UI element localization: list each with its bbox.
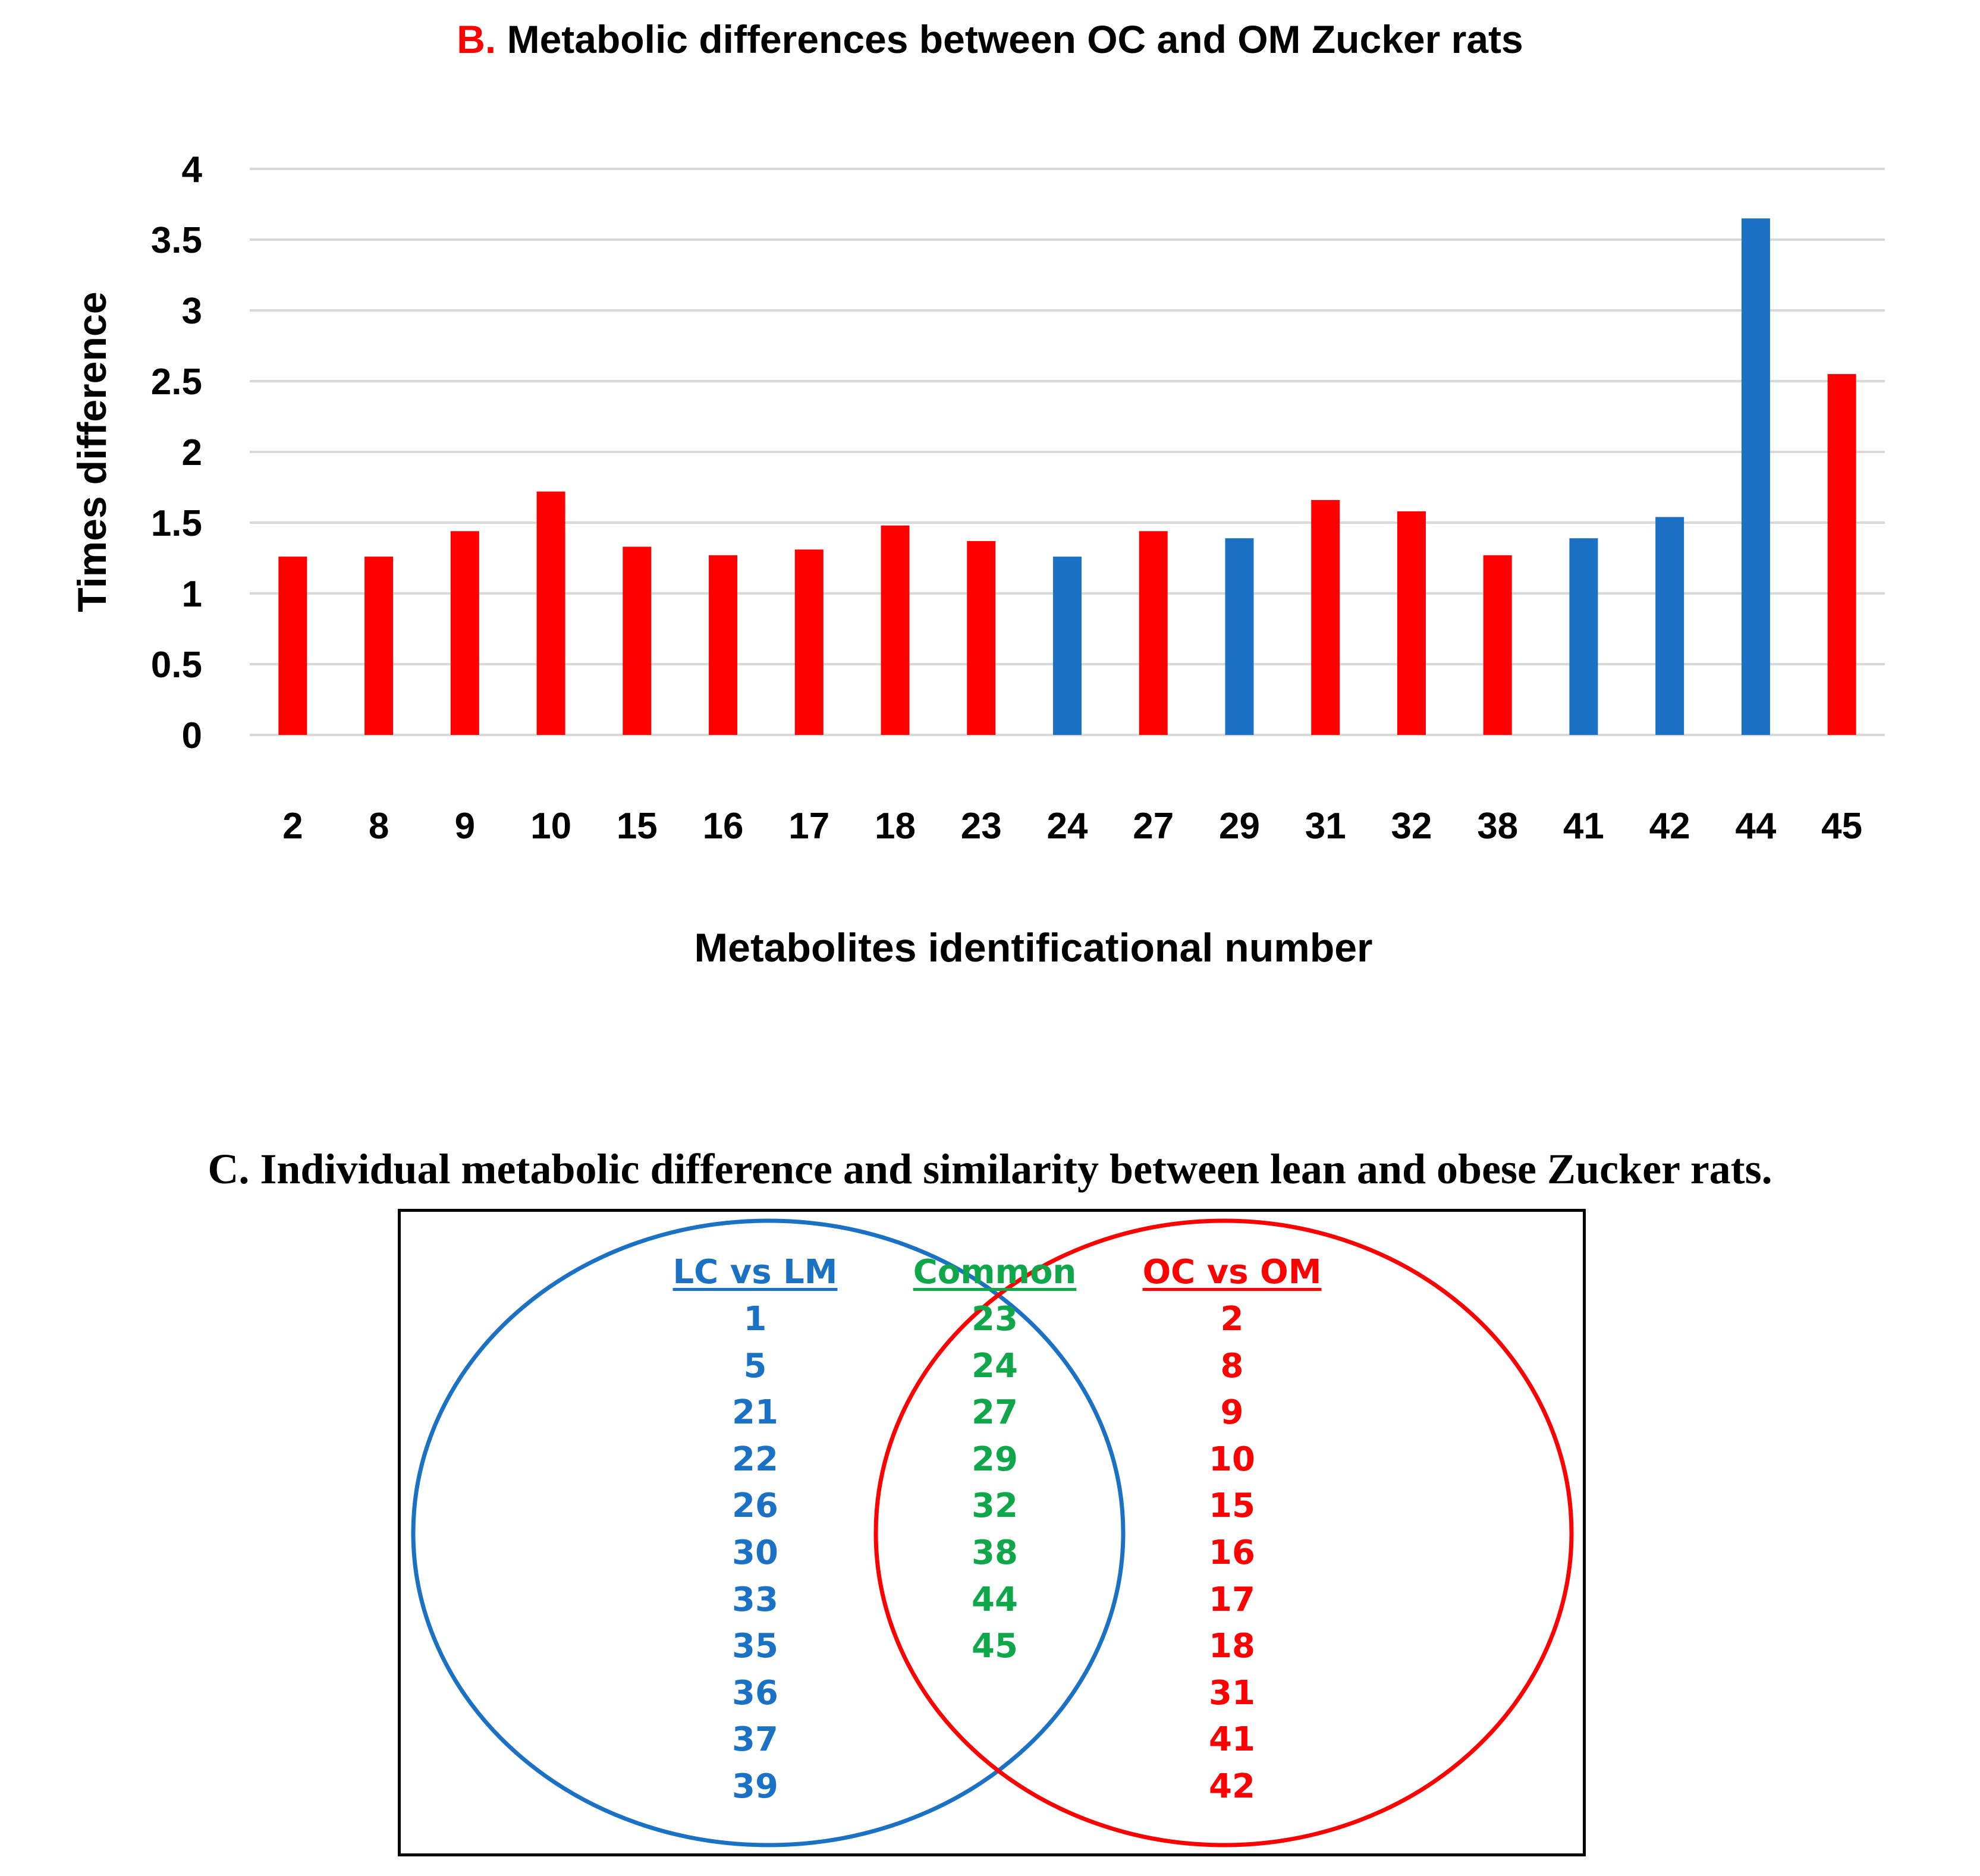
x-tick-label: 29 bbox=[1219, 806, 1260, 847]
venn-list-item: 32 bbox=[972, 1487, 1018, 1526]
chart-title-prefix: B. bbox=[457, 17, 496, 61]
bar-18 bbox=[881, 525, 910, 735]
venn-common-list: 23 24 27 29 32 38 44 45 bbox=[870, 1296, 1120, 1670]
venn-list-item: 39 bbox=[732, 1767, 778, 1806]
venn-list-item: 35 bbox=[732, 1627, 778, 1666]
x-axis-title: Metabolites identificational number bbox=[694, 925, 1372, 970]
bar-24 bbox=[1053, 557, 1082, 735]
y-tick-label: 2.5 bbox=[151, 362, 202, 403]
venn-list-item: 38 bbox=[972, 1533, 1018, 1572]
chart-title: B. Metabolic differences between OC and … bbox=[0, 17, 1980, 62]
bar-9 bbox=[450, 531, 479, 735]
venn-list-item: 31 bbox=[1209, 1673, 1255, 1712]
venn-left-list: 1 5 21 22 26 30 33 35 36 37 39 bbox=[630, 1296, 880, 1811]
x-tick-label: 8 bbox=[369, 806, 389, 847]
y-tick-label: 2 bbox=[182, 432, 202, 473]
venn-left-circle bbox=[411, 1218, 1126, 1847]
y-axis-title: Times difference bbox=[70, 291, 115, 612]
x-tick-label: 27 bbox=[1133, 806, 1174, 847]
chart-title-text: Metabolic differences between OC and OM … bbox=[507, 17, 1523, 61]
bar-16 bbox=[709, 555, 738, 735]
venn-list-item: 37 bbox=[732, 1720, 778, 1759]
bar-chart: 00.511.522.533.542 8 9 10 15 16 17 18 23 24 27 29 31… bbox=[70, 149, 1885, 970]
venn-right-column: OC vs OM 2 8 9 10 15 16 17 18 31 41 42 bbox=[1107, 1249, 1357, 1811]
x-tick-label: 9 bbox=[455, 806, 475, 847]
venn-list-item: 42 bbox=[1209, 1767, 1255, 1806]
venn-list-item: 27 bbox=[972, 1393, 1018, 1432]
venn-list-item: 33 bbox=[732, 1580, 778, 1619]
bar-17 bbox=[794, 549, 824, 735]
y-tick-label: 3 bbox=[182, 291, 202, 332]
venn-list-item: 23 bbox=[972, 1300, 1018, 1338]
x-tick-label: 45 bbox=[1821, 806, 1862, 847]
bar-23 bbox=[967, 541, 996, 735]
venn-list-item: 15 bbox=[1209, 1487, 1255, 1526]
venn-list-item: 36 bbox=[732, 1673, 778, 1712]
bar-29 bbox=[1225, 538, 1254, 735]
x-tick-label: 41 bbox=[1563, 806, 1604, 847]
venn-list-item: 24 bbox=[972, 1346, 1018, 1385]
x-tick-label: 17 bbox=[788, 806, 829, 847]
venn-title: C. Individual metabolic difference and s… bbox=[208, 1145, 1772, 1193]
venn-common-label: Common bbox=[913, 1253, 1077, 1291]
venn-list-item: 45 bbox=[972, 1627, 1018, 1666]
x-tick-label: 23 bbox=[961, 806, 1002, 847]
x-tick-label: 15 bbox=[617, 806, 658, 847]
bar-31 bbox=[1311, 499, 1340, 735]
venn-list-item: 30 bbox=[732, 1533, 778, 1572]
x-tick-label: 24 bbox=[1047, 806, 1088, 847]
venn-list-item: 16 bbox=[1209, 1533, 1255, 1572]
venn-right-circle bbox=[873, 1218, 1574, 1847]
venn-list-item: 41 bbox=[1209, 1720, 1255, 1759]
x-tick-label: 38 bbox=[1477, 806, 1518, 847]
bar-44 bbox=[1741, 218, 1770, 735]
bar-27 bbox=[1139, 531, 1168, 735]
x-tick-label: 42 bbox=[1649, 806, 1690, 847]
x-tick-label: 2 bbox=[282, 806, 303, 847]
y-tick-label: 1 bbox=[182, 574, 202, 615]
bar-38 bbox=[1483, 555, 1512, 735]
bar-45 bbox=[1827, 374, 1856, 735]
venn-list-item: 9 bbox=[1220, 1393, 1244, 1432]
bar-8 bbox=[364, 557, 394, 735]
x-tick-label: 31 bbox=[1305, 806, 1346, 847]
venn-left-column: LC vs LM 1 5 21 22 26 30 33 35 36 37 39 bbox=[630, 1249, 880, 1811]
y-tick-label: 3.5 bbox=[151, 220, 202, 261]
venn-list-item: 44 bbox=[972, 1580, 1018, 1619]
venn-right-list: 2 8 9 10 15 16 17 18 31 41 42 bbox=[1107, 1296, 1357, 1811]
bar-42 bbox=[1655, 517, 1684, 735]
y-tick-label: 0 bbox=[182, 715, 202, 756]
x-tick-label: 32 bbox=[1391, 806, 1432, 847]
venn-list-item: 18 bbox=[1209, 1627, 1255, 1666]
venn-list-item: 10 bbox=[1209, 1440, 1255, 1479]
venn-list-item: 1 bbox=[743, 1300, 767, 1338]
venn-list-item: 8 bbox=[1220, 1346, 1244, 1385]
bar-2 bbox=[278, 557, 307, 735]
venn-common-column: Common 23 24 27 29 32 38 44 45 bbox=[870, 1249, 1120, 1670]
venn-list-item: 29 bbox=[972, 1440, 1018, 1479]
x-tick-label: 18 bbox=[875, 806, 916, 847]
venn-right-label: OC vs OM bbox=[1142, 1253, 1322, 1291]
venn-list-item: 26 bbox=[732, 1487, 778, 1526]
y-tick-label: 4 bbox=[182, 149, 203, 190]
x-tick-label: 16 bbox=[703, 806, 744, 847]
bar-32 bbox=[1397, 511, 1426, 735]
venn-list-item: 17 bbox=[1209, 1580, 1255, 1619]
venn-list-item: 2 bbox=[1220, 1300, 1244, 1338]
bar-15 bbox=[623, 546, 652, 735]
x-tick-label: 10 bbox=[530, 806, 571, 847]
venn-list-item: 21 bbox=[732, 1393, 778, 1432]
y-tick-label: 1.5 bbox=[151, 503, 202, 544]
venn-list-item: 22 bbox=[732, 1440, 778, 1479]
venn-frame bbox=[398, 1209, 1586, 1856]
venn-list-item: 5 bbox=[743, 1346, 767, 1385]
bar-41 bbox=[1569, 538, 1598, 735]
venn-left-label: LC vs LM bbox=[672, 1253, 838, 1291]
bar-10 bbox=[536, 491, 565, 735]
y-tick-label: 0.5 bbox=[151, 645, 202, 686]
x-tick-label: 44 bbox=[1735, 806, 1776, 847]
